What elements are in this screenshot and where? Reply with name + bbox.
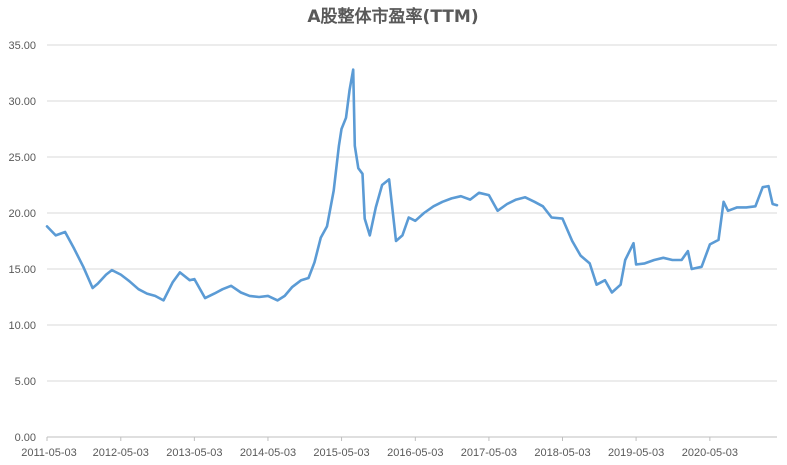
y-tick-label: 0.00 xyxy=(15,432,36,444)
x-tick-label: 2015-05-03 xyxy=(313,447,369,459)
x-tick-label: 2020-05-03 xyxy=(682,447,738,459)
y-tick-label: 20.00 xyxy=(8,208,36,220)
y-tick-label: 30.00 xyxy=(8,96,36,108)
y-tick-label: 15.00 xyxy=(8,264,36,276)
y-axis-tick-labels: 0.00 5.00 10.00 15.00 20.00 25.00 30.00 35.00 xyxy=(8,40,36,444)
y-tick-label: 35.00 xyxy=(8,40,36,52)
y-tick-label: 25.00 xyxy=(8,152,36,164)
x-tick-label: 2018-05-03 xyxy=(534,447,590,459)
x-tick-label: 2012-05-03 xyxy=(93,447,149,459)
chart-title: A股整体市盈率(TTM) xyxy=(307,6,478,27)
gridlines xyxy=(46,44,777,441)
y-tick-label: 10.00 xyxy=(8,320,36,332)
x-tick-label: 2017-05-03 xyxy=(461,447,517,459)
x-tick-label: 2014-05-03 xyxy=(240,447,296,459)
x-axis-tick-labels: 2011-05-03 2012-05-03 2013-05-03 2014-05-03… xyxy=(21,447,738,459)
series-line-0 xyxy=(45,68,779,302)
x-tick-label: 2019-05-03 xyxy=(608,447,664,459)
x-tick-label: 2013-05-03 xyxy=(166,447,222,459)
series-layer xyxy=(45,68,779,302)
x-tick-label: 2016-05-03 xyxy=(387,447,443,459)
y-tick-label: 5.00 xyxy=(15,376,36,388)
x-tick-label: 2011-05-03 xyxy=(21,447,76,459)
